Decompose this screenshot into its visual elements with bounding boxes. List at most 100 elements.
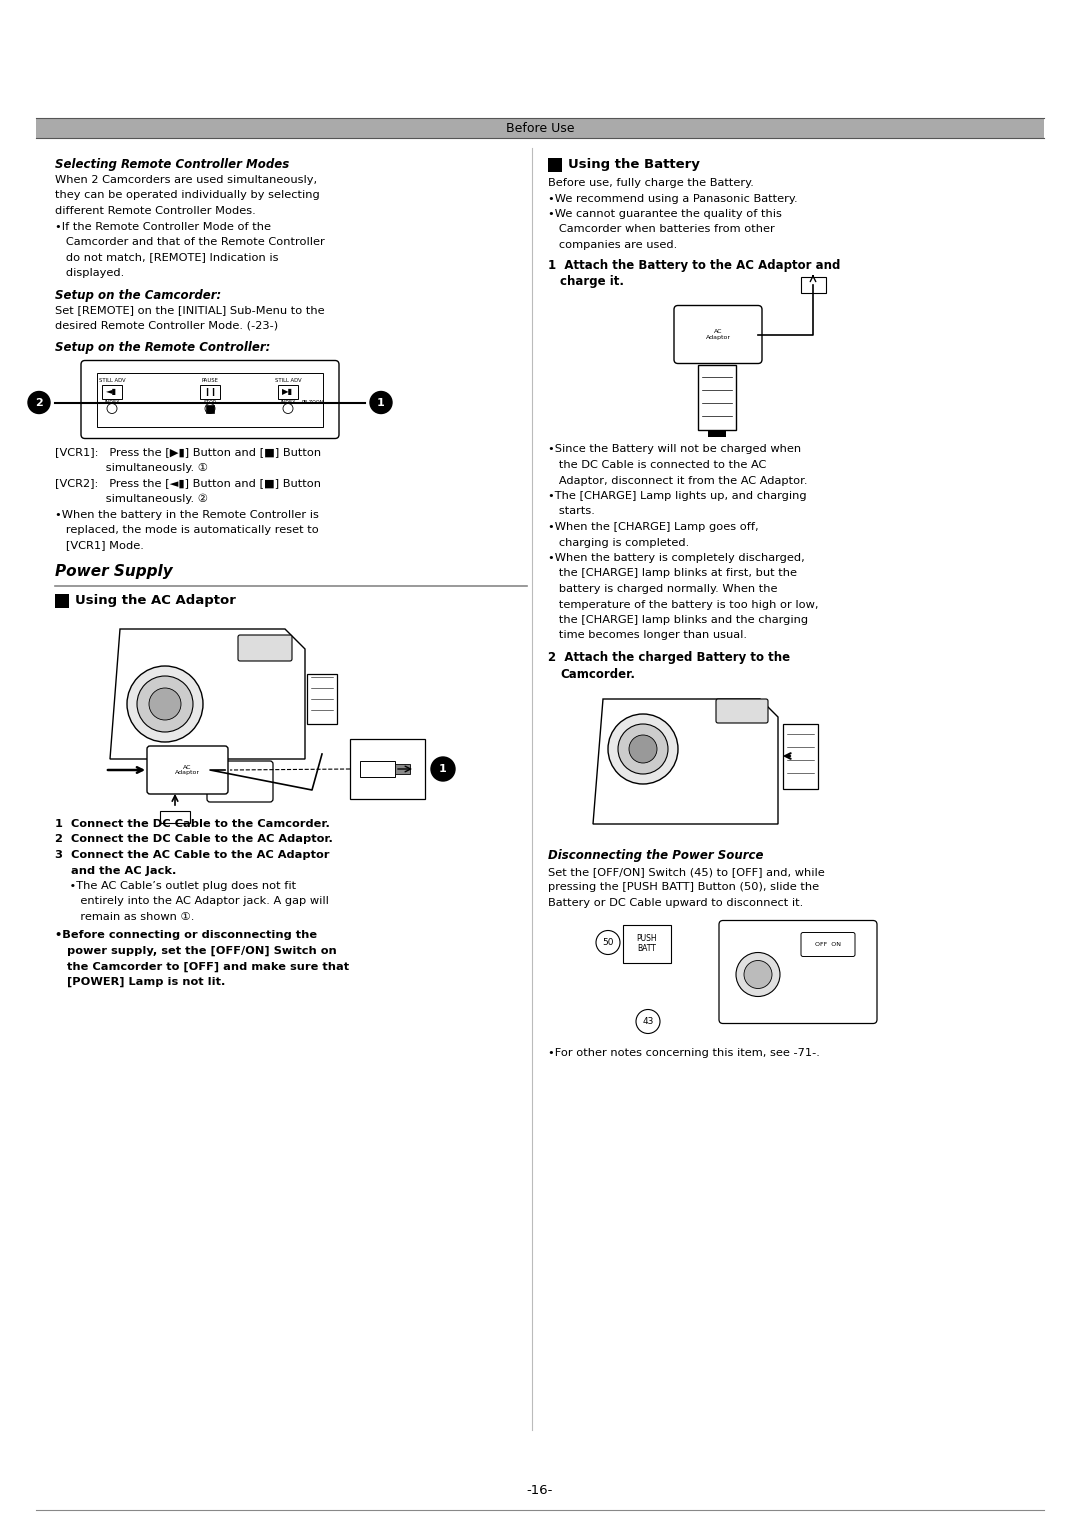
Text: -16-: -16- xyxy=(527,1483,553,1497)
Text: simultaneously. ①: simultaneously. ① xyxy=(55,462,208,473)
Text: 2  Attach the charged Battery to the: 2 Attach the charged Battery to the xyxy=(548,652,791,664)
Text: companies are used.: companies are used. xyxy=(548,240,677,250)
Bar xyxy=(55,594,69,607)
Text: charging is completed.: charging is completed. xyxy=(548,537,689,548)
Text: •Since the Battery will not be charged when: •Since the Battery will not be charged w… xyxy=(548,444,801,455)
Circle shape xyxy=(205,403,215,414)
Text: 3  Connect the AC Cable to the AC Adaptor: 3 Connect the AC Cable to the AC Adaptor xyxy=(55,850,329,861)
Text: do not match, [REMOTE] Indication is: do not match, [REMOTE] Indication is xyxy=(55,252,279,262)
Text: •If the Remote Controller Mode of the: •If the Remote Controller Mode of the xyxy=(55,221,271,232)
Text: INDEX: INDEX xyxy=(105,400,120,406)
Text: the Camcorder to [OFF] and make sure that: the Camcorder to [OFF] and make sure tha… xyxy=(55,961,349,972)
Bar xyxy=(801,276,826,293)
Text: the [CHARGE] lamp blinks at first, but the: the [CHARGE] lamp blinks at first, but t… xyxy=(548,569,797,578)
Text: 1: 1 xyxy=(377,397,384,407)
Text: [VCR1]:   Press the [▶▮] Button and [■] Button: [VCR1]: Press the [▶▮] Button and [■] Bu… xyxy=(55,447,321,458)
Text: ◄▮: ◄▮ xyxy=(107,388,118,397)
Bar xyxy=(97,372,323,426)
Text: 1  Connect the DC Cable to the Camcorder.: 1 Connect the DC Cable to the Camcorder. xyxy=(55,819,329,829)
Text: PB.ZOOM: PB.ZOOM xyxy=(301,400,324,406)
Bar xyxy=(200,385,220,398)
FancyBboxPatch shape xyxy=(147,746,228,794)
Bar xyxy=(278,385,298,398)
Circle shape xyxy=(608,714,678,784)
Circle shape xyxy=(735,952,780,996)
Bar xyxy=(206,404,214,412)
Text: 1  Attach the Battery to the AC Adaptor and: 1 Attach the Battery to the AC Adaptor a… xyxy=(548,258,840,272)
FancyBboxPatch shape xyxy=(81,360,339,438)
Text: ❙❙: ❙❙ xyxy=(203,388,217,397)
Text: time becomes longer than usual.: time becomes longer than usual. xyxy=(548,630,747,641)
Circle shape xyxy=(127,665,203,742)
Text: and the AC Jack.: and the AC Jack. xyxy=(55,865,176,876)
Text: 43: 43 xyxy=(643,1016,653,1025)
FancyBboxPatch shape xyxy=(674,305,762,363)
Text: Using the AC Adaptor: Using the AC Adaptor xyxy=(75,594,235,607)
Text: •For other notes concerning this item, see -71-.: •For other notes concerning this item, s… xyxy=(548,1047,820,1058)
Polygon shape xyxy=(593,699,778,824)
Text: power supply, set the [OFF/ON] Switch on: power supply, set the [OFF/ON] Switch on xyxy=(55,946,337,957)
FancyBboxPatch shape xyxy=(801,932,855,957)
Text: •When the battery in the Remote Controller is: •When the battery in the Remote Controll… xyxy=(55,510,319,519)
Text: the DC Cable is connected to the AC: the DC Cable is connected to the AC xyxy=(548,459,767,470)
Text: •When the battery is completely discharged,: •When the battery is completely discharg… xyxy=(548,552,805,563)
Circle shape xyxy=(107,403,117,414)
Bar xyxy=(360,761,395,777)
Text: •We cannot guarantee the quality of this: •We cannot guarantee the quality of this xyxy=(548,209,782,220)
Circle shape xyxy=(149,688,181,720)
Text: pressing the [PUSH BATT] Button (50), slide the: pressing the [PUSH BATT] Button (50), sl… xyxy=(548,882,819,893)
Text: •We recommend using a Panasonic Battery.: •We recommend using a Panasonic Battery. xyxy=(548,194,798,203)
Text: STOP: STOP xyxy=(204,400,216,406)
Text: •When the [CHARGE] Lamp goes off,: •When the [CHARGE] Lamp goes off, xyxy=(548,522,758,533)
FancyBboxPatch shape xyxy=(719,920,877,1024)
Text: OFF  ON: OFF ON xyxy=(815,942,841,948)
Text: 2: 2 xyxy=(36,397,43,407)
Bar xyxy=(698,365,735,429)
Text: Camcorder.: Camcorder. xyxy=(561,667,635,681)
Text: 50: 50 xyxy=(603,938,613,948)
Text: Before use, fully charge the Battery.: Before use, fully charge the Battery. xyxy=(548,179,754,188)
Text: remain as shown ①.: remain as shown ①. xyxy=(55,913,194,922)
Bar xyxy=(623,925,671,963)
Text: entirely into the AC Adaptor jack. A gap will: entirely into the AC Adaptor jack. A gap… xyxy=(55,896,329,906)
FancyBboxPatch shape xyxy=(238,635,292,661)
Text: STILL ADV: STILL ADV xyxy=(98,377,125,383)
Text: battery is charged normally. When the: battery is charged normally. When the xyxy=(548,584,778,594)
Text: Selecting Remote Controller Modes: Selecting Remote Controller Modes xyxy=(55,159,289,171)
Text: 2  Connect the DC Cable to the AC Adaptor.: 2 Connect the DC Cable to the AC Adaptor… xyxy=(55,835,333,844)
Bar xyxy=(548,159,562,172)
Text: displayed.: displayed. xyxy=(55,269,124,278)
Bar xyxy=(307,674,337,723)
Text: AC
Adaptor: AC Adaptor xyxy=(705,330,730,340)
Text: the [CHARGE] lamp blinks and the charging: the [CHARGE] lamp blinks and the chargin… xyxy=(548,615,808,626)
Text: Set [REMOTE] on the [INITIAL] Sub-Menu to the: Set [REMOTE] on the [INITIAL] Sub-Menu t… xyxy=(55,305,325,316)
Text: When 2 Camcorders are used simultaneously,: When 2 Camcorders are used simultaneousl… xyxy=(55,175,318,185)
Bar xyxy=(783,723,818,789)
Text: Disconnecting the Power Source: Disconnecting the Power Source xyxy=(548,848,764,862)
Bar xyxy=(102,385,122,398)
Bar xyxy=(395,765,410,774)
Text: Power Supply: Power Supply xyxy=(55,565,173,578)
Circle shape xyxy=(283,403,293,414)
Text: they can be operated individually by selecting: they can be operated individually by sel… xyxy=(55,191,320,200)
Text: Setup on the Remote Controller:: Setup on the Remote Controller: xyxy=(55,342,270,354)
Bar xyxy=(708,429,726,436)
Polygon shape xyxy=(110,629,305,758)
Text: ▶▮: ▶▮ xyxy=(283,388,294,397)
Text: Battery or DC Cable upward to disconnect it.: Battery or DC Cable upward to disconnect… xyxy=(548,897,804,908)
Text: [VCR1] Mode.: [VCR1] Mode. xyxy=(55,540,144,551)
Text: PAUSE: PAUSE xyxy=(202,377,218,383)
Text: [POWER] Lamp is not lit.: [POWER] Lamp is not lit. xyxy=(55,977,226,987)
Bar xyxy=(36,118,1044,137)
Text: •The [CHARGE] Lamp lights up, and charging: •The [CHARGE] Lamp lights up, and chargi… xyxy=(548,491,807,501)
Text: 1: 1 xyxy=(440,765,447,774)
Bar xyxy=(350,739,426,800)
Text: Camcorder when batteries from other: Camcorder when batteries from other xyxy=(548,224,774,235)
FancyBboxPatch shape xyxy=(716,699,768,723)
Text: Camcorder and that of the Remote Controller: Camcorder and that of the Remote Control… xyxy=(55,237,325,247)
Text: charge it.: charge it. xyxy=(561,275,624,288)
Text: Setup on the Camcorder:: Setup on the Camcorder: xyxy=(55,288,221,302)
Circle shape xyxy=(431,757,455,781)
Circle shape xyxy=(370,392,392,414)
Bar xyxy=(160,810,190,823)
